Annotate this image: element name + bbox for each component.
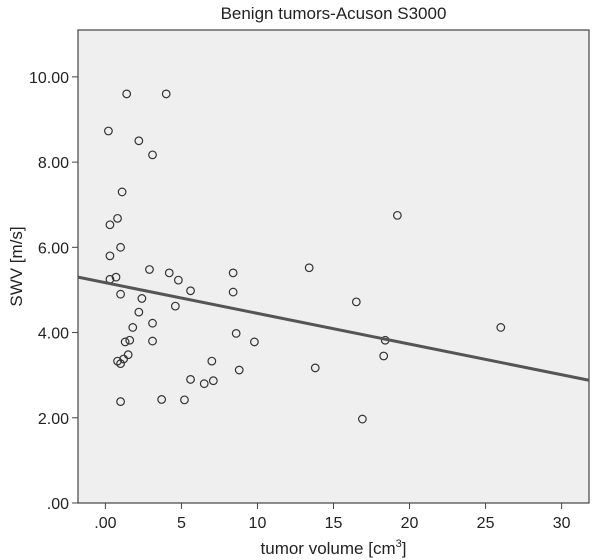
data-point [208,376,218,386]
y-axis-ticks: .00 2.00 4.00 6.00 8.00 10.00 [29,70,78,513]
data-point [145,265,154,274]
data-point [134,136,144,146]
data-point [228,287,238,297]
data-point [116,397,125,406]
data-point [148,318,157,328]
data-point [228,268,238,278]
data-point [116,359,125,369]
data-point [122,89,132,99]
data-point [207,356,217,366]
data-point [128,323,138,332]
x-tick-label: 15 [325,515,343,532]
x-tick-label: 25 [477,515,495,532]
data-point [199,379,209,389]
y-axis-label: SWV [m/s] [7,226,26,306]
y-tick-label: 6.00 [38,240,69,257]
x-axis-label-text: tumor volume [cm [261,539,396,558]
data-point [157,395,167,404]
data-point [170,301,180,311]
y-tick-label: 2.00 [38,411,69,428]
data-point [379,351,389,361]
data-point [357,414,367,424]
data-point [250,337,259,347]
data-point [117,187,127,197]
x-tick-label: 10 [249,515,267,532]
data-points [104,89,506,424]
data-point [137,294,147,303]
data-point [148,336,157,346]
data-point [164,268,174,278]
data-point [134,307,144,317]
data-point [186,375,195,384]
plot-area [77,29,590,504]
data-point [116,242,125,252]
data-point [231,329,241,338]
regression-line [77,275,590,382]
chart-title: Benign tumors-Acuson S3000 [221,4,447,23]
data-point [113,213,122,223]
data-point [186,286,195,296]
y-tick-label: .00 [47,496,69,513]
data-point [310,363,320,373]
y-tick-label: 4.00 [38,326,69,343]
data-point [351,297,361,307]
data-point [173,275,183,285]
data-point [105,220,115,230]
data-point [304,263,314,273]
data-point [496,323,506,332]
x-axis-ticks: .00 5 10 15 20 25 30 [94,503,571,532]
data-point [105,251,115,261]
data-point [113,356,122,366]
x-axis-label-superscript: 3 [396,538,402,550]
y-tick-label: 10.00 [29,70,69,87]
data-point [161,89,171,99]
data-point [148,150,157,160]
data-point [125,335,135,345]
y-tick-label: 8.00 [38,155,69,172]
data-point [392,210,402,220]
data-point [234,365,244,375]
x-tick-label: 20 [401,515,419,532]
x-axis-label-end: ] [402,539,407,558]
x-tick-label: 30 [553,515,571,532]
x-tick-label: .00 [94,515,116,532]
data-point [120,337,130,347]
data-point [104,126,113,136]
data-point [119,354,129,364]
data-point [180,395,189,405]
data-point [111,272,121,282]
data-point [116,289,125,299]
x-tick-label: 5 [177,515,186,532]
x-axis-label: tumor volume [cm3] [261,538,407,558]
